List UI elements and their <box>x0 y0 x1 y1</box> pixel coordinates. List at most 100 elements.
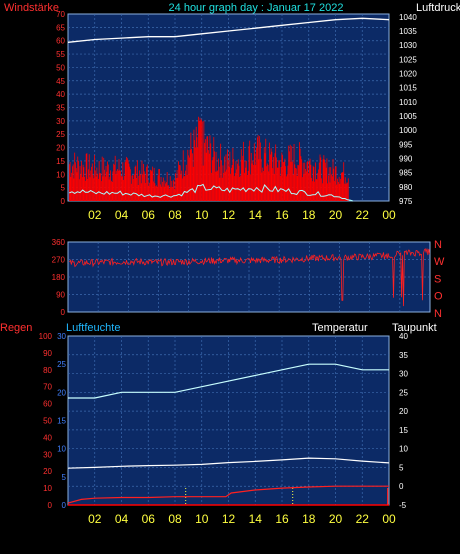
rain-tick-label: 40 <box>43 433 52 442</box>
direction-letter-w: W <box>434 256 445 268</box>
time-tick-label: 04 <box>115 512 129 526</box>
direction-tick-label: 270 <box>52 256 66 265</box>
time-tick-label: 20 <box>329 512 343 526</box>
pressure-tick-label: 995 <box>399 140 413 149</box>
wind-tick-label: 35 <box>56 104 65 113</box>
pressure-tick-label: 1040 <box>399 13 417 22</box>
rain-tick-label: 30 <box>43 450 52 459</box>
humidity-tick-label: 25 <box>57 360 66 369</box>
time-tick-label: 12 <box>222 208 236 222</box>
direction-letter-s: S <box>434 273 441 285</box>
wind-tick-label: 20 <box>56 144 65 153</box>
temperature-axis-label: Temperatur <box>312 322 368 334</box>
rain-tick-label: 70 <box>43 383 52 392</box>
wind-tick-label: 25 <box>56 130 65 139</box>
temperature-tick-label: 15 <box>399 426 408 435</box>
temperature-tick-label: 5 <box>399 463 404 472</box>
direction-letter-n: N <box>434 239 442 251</box>
humidity-tick-label: 20 <box>57 388 66 397</box>
pressure-tick-label: 1020 <box>399 70 417 79</box>
direction-tick-label: 90 <box>56 291 65 300</box>
rain-tick-label: 100 <box>39 332 53 341</box>
rain-tick-label: 50 <box>43 417 52 426</box>
rain-tick-label: 60 <box>43 400 52 409</box>
wind-tick-label: 15 <box>56 157 65 166</box>
time-tick-label: 16 <box>275 208 289 222</box>
time-tick-label: 22 <box>356 208 370 222</box>
humidity-tick-label: 30 <box>57 332 66 341</box>
rain-axis-label: Regen <box>0 322 32 334</box>
pressure-tick-label: 975 <box>399 197 413 206</box>
temperature-tick-label: 40 <box>399 332 408 341</box>
graph-title: 24 hour graph day : Januar 17 2022 <box>169 2 344 14</box>
pressure-tick-label: 1025 <box>399 55 417 64</box>
rain-tick-label: 0 <box>48 501 53 510</box>
humidity-tick-label: 10 <box>57 445 66 454</box>
wind-tick-label: 60 <box>56 37 65 46</box>
temperature-tick-label: 20 <box>399 407 408 416</box>
time-tick-label: 14 <box>249 208 263 222</box>
time-tick-label: 00 <box>382 208 396 222</box>
pressure-tick-label: 1005 <box>399 112 417 121</box>
wind-direction-line <box>69 248 431 307</box>
temperature-tick-label: 35 <box>399 351 408 360</box>
temperature-line <box>67 457 390 469</box>
temperature-tick-label: 0 <box>399 482 404 491</box>
wind-tick-label: 55 <box>56 50 65 59</box>
time-tick-label: 10 <box>195 208 209 222</box>
humidity-tick-label: 5 <box>62 473 67 482</box>
time-tick-label: 00 <box>382 512 396 526</box>
direction-letter-o: O <box>434 291 443 303</box>
wind-tick-label: 45 <box>56 77 65 86</box>
time-tick-label: 04 <box>115 208 129 222</box>
pressure-line <box>67 17 390 43</box>
pressure-tick-label: 1000 <box>399 126 417 135</box>
pressure-axis-label: Luftdruck <box>416 2 460 14</box>
humidity-tick-label: 0 <box>62 501 67 510</box>
pressure-tick-label: 1030 <box>399 41 417 50</box>
time-tick-label: 14 <box>249 512 263 526</box>
time-tick-label: 06 <box>142 512 156 526</box>
wind-tick-label: 50 <box>56 63 65 72</box>
direction-tick-label: 360 <box>52 238 66 247</box>
rain-tick-label: 90 <box>43 349 52 358</box>
pressure-tick-label: 1015 <box>399 84 417 93</box>
time-tick-label: 18 <box>302 208 316 222</box>
pressure-tick-label: 1035 <box>399 27 417 36</box>
dewpoint-line <box>67 485 389 504</box>
wind-axis-label: Windstärke <box>4 2 59 14</box>
wind-tick-label: 0 <box>61 197 66 206</box>
wind-tick-label: 40 <box>56 90 65 99</box>
time-tick-label: 20 <box>329 208 343 222</box>
time-tick-label: 10 <box>195 512 209 526</box>
time-tick-label: 02 <box>88 208 102 222</box>
wind-average-line <box>69 183 354 202</box>
rain-tick-label: 80 <box>43 366 52 375</box>
wind-tick-label: 65 <box>56 23 65 32</box>
time-tick-label: 02 <box>88 512 102 526</box>
time-tick-label: 12 <box>222 512 236 526</box>
temperature-tick-label: 10 <box>399 445 408 454</box>
direction-letter-n: N <box>434 308 442 320</box>
pressure-tick-label: 990 <box>399 155 413 164</box>
temperature-tick-label: 30 <box>399 370 408 379</box>
humidity-tick-label: 15 <box>57 417 66 426</box>
wind-tick-label: 5 <box>61 184 66 193</box>
direction-tick-label: 0 <box>61 308 66 317</box>
time-tick-label: 08 <box>168 512 182 526</box>
time-tick-label: 18 <box>302 512 316 526</box>
rain-tick-label: 10 <box>43 484 52 493</box>
temperature-tick-label: -5 <box>399 501 407 510</box>
pressure-tick-label: 1010 <box>399 98 417 107</box>
time-tick-label: 08 <box>168 208 182 222</box>
wind-tick-label: 30 <box>56 117 65 126</box>
direction-tick-label: 180 <box>52 273 66 282</box>
humidity-line <box>68 363 389 399</box>
time-tick-label: 06 <box>142 208 156 222</box>
temperature-tick-label: 25 <box>399 388 408 397</box>
time-tick-label: 16 <box>275 512 289 526</box>
rain-tick-label: 20 <box>43 467 52 476</box>
pressure-tick-label: 980 <box>399 183 413 192</box>
humidity-axis-label: Luftfeuchte <box>66 322 120 334</box>
